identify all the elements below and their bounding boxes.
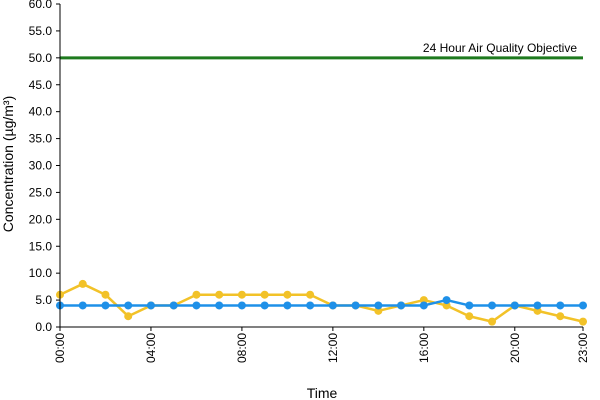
objective-label: 24 Hour Air Quality Objective [423, 41, 577, 55]
series-2-point [192, 301, 201, 310]
y-tick-label: 20.0 [29, 212, 53, 226]
series-1-point [488, 317, 497, 326]
series-1-point [101, 290, 110, 299]
y-tick-label: 25.0 [29, 185, 53, 199]
series-1-point [215, 290, 224, 299]
y-axis-title: Concentration (µg/m³) [0, 96, 16, 232]
series-1-point [465, 312, 474, 321]
y-tick-label: 0.0 [35, 320, 52, 334]
series-2-point [101, 301, 110, 310]
series-2-point [351, 301, 360, 310]
series-2-point [442, 296, 451, 305]
series-1-line [59, 282, 584, 323]
series-1-point [283, 290, 292, 299]
series-1-point [192, 290, 201, 299]
x-tick-label: 20:00 [508, 333, 522, 363]
series-1-point [579, 317, 587, 326]
x-tick-label: 16:00 [417, 333, 431, 363]
series-2-point [306, 301, 315, 310]
series-1-point [306, 290, 315, 299]
plot-area: 24 Hour Air Quality Objective [56, 41, 587, 326]
series-2-point [283, 301, 292, 310]
series-1-point [124, 312, 133, 321]
series-1-point [78, 279, 87, 288]
series-2-point [124, 301, 133, 310]
series-1-point [260, 290, 269, 299]
series-2-point [146, 301, 155, 310]
y-tick-label: 15.0 [29, 239, 53, 253]
x-tick-label: 04:00 [144, 333, 158, 363]
series-2-point [78, 301, 87, 310]
y-tick-label: 35.0 [29, 132, 53, 146]
series-1-point [556, 312, 565, 321]
series-2-point [533, 301, 542, 310]
x-tick-label: 00:00 [53, 333, 67, 363]
series-2-point [328, 301, 337, 310]
series-2-point [488, 301, 497, 310]
series-1-point [237, 290, 246, 299]
series-2-point [510, 301, 519, 310]
y-tick-label: 50.0 [29, 51, 53, 65]
series-2-point [556, 301, 565, 310]
x-axis-ticks: 00:00 04:00 08:00 12:00 16:00 20:00 23:00 [53, 327, 590, 363]
x-tick-label: 08:00 [235, 333, 249, 363]
series-2-point [260, 301, 269, 310]
x-axis-title: Time [307, 385, 338, 400]
y-tick-label: 30.0 [29, 159, 53, 173]
series-2-point [374, 301, 383, 310]
y-tick-label: 40.0 [29, 105, 53, 119]
series-2-point [579, 301, 587, 310]
series-2-point [465, 301, 474, 310]
y-tick-label: 10.0 [29, 266, 53, 280]
y-tick-label: 55.0 [29, 24, 53, 38]
series-2-point [169, 301, 178, 310]
series-2-point [419, 301, 428, 310]
series-2-point [397, 301, 406, 310]
y-axis-ticks: 0.0 5.0 10.0 15.0 20.0 25.0 30.0 35.0 40.0 45.0 50… [29, 0, 60, 334]
y-tick-label: 60.0 [29, 0, 53, 11]
series-2-point [237, 301, 246, 310]
series-2-point [215, 301, 224, 310]
y-tick-label: 45.0 [29, 78, 53, 92]
x-tick-label: 12:00 [326, 333, 340, 363]
y-tick-label: 5.0 [35, 293, 52, 307]
x-tick-label: 23:00 [576, 333, 590, 363]
